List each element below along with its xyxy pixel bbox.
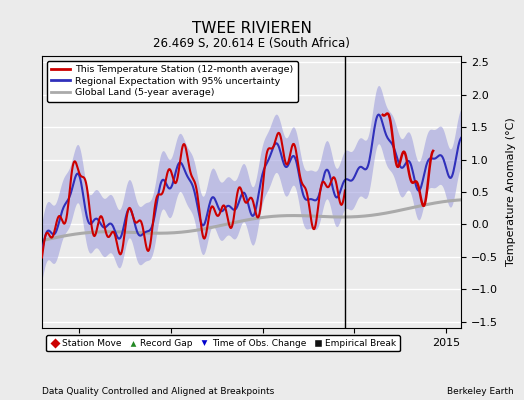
Text: 26.469 S, 20.614 E (South Africa): 26.469 S, 20.614 E (South Africa) [153, 37, 350, 50]
Text: Berkeley Earth: Berkeley Earth [447, 387, 514, 396]
Y-axis label: Temperature Anomaly (°C): Temperature Anomaly (°C) [506, 118, 516, 266]
Text: TWEE RIVIEREN: TWEE RIVIEREN [192, 21, 311, 36]
Text: Data Quality Controlled and Aligned at Breakpoints: Data Quality Controlled and Aligned at B… [42, 387, 274, 396]
Legend: Station Move, Record Gap, Time of Obs. Change, Empirical Break: Station Move, Record Gap, Time of Obs. C… [47, 335, 400, 352]
